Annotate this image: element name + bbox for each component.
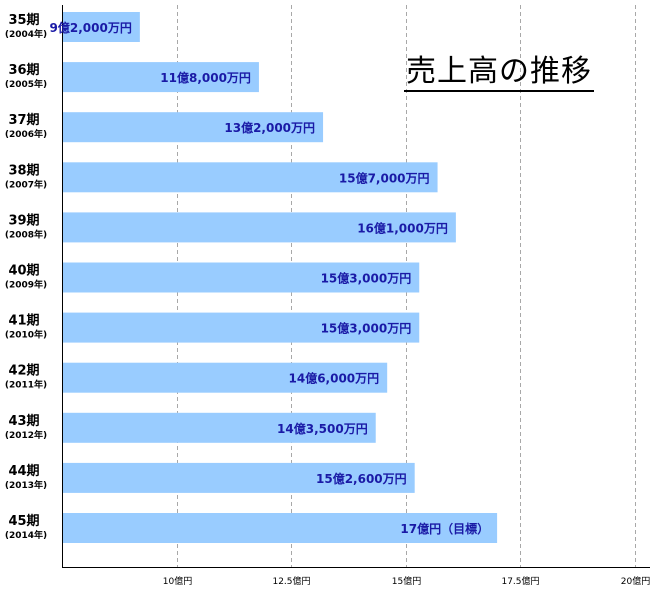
category-year-label: (2006年) — [5, 128, 47, 140]
value-label: 16億1,000万円 — [357, 220, 448, 235]
bar — [62, 262, 420, 293]
bar — [62, 312, 420, 343]
x-tick-label: 20億円 — [621, 575, 650, 587]
value-label: 11億8,000万円 — [160, 70, 251, 85]
bar — [62, 162, 438, 193]
value-label: 13億2,000万円 — [224, 120, 315, 135]
category-period-label: 45期 — [8, 514, 39, 529]
category-year-label: (2005年) — [5, 78, 47, 90]
bars — [62, 12, 498, 543]
category-year-label: (2010年) — [5, 329, 47, 341]
labels: 10億円 12.5億円 15億円 17.5億円 20億円9億2,000万円35期(200… — [5, 13, 650, 587]
category-year-label: (2004年) — [5, 28, 47, 40]
category-year-label: (2011年) — [5, 379, 47, 391]
value-label: 17億円（目標） — [400, 521, 489, 536]
value-label: 15億3,000万円 — [321, 321, 412, 336]
value-label: 14億3,500万円 — [277, 421, 368, 436]
value-label: 15億7,000万円 — [339, 170, 430, 185]
category-year-label: (2008年) — [5, 228, 47, 240]
category-period-label: 38期 — [8, 163, 39, 178]
category-period-label: 36期 — [8, 63, 39, 78]
value-label: 15億3,000万円 — [321, 271, 412, 286]
category-year-label: (2014年) — [5, 529, 47, 541]
value-label: 14億6,000万円 — [289, 371, 380, 386]
axes — [62, 5, 650, 568]
bar — [62, 62, 259, 93]
bar — [62, 513, 498, 543]
category-period-label: 39期 — [8, 213, 39, 228]
category-year-label: (2007年) — [5, 178, 47, 190]
bar — [62, 412, 376, 443]
chart-title: 売上高の推移 — [404, 54, 594, 92]
category-period-label: 40期 — [8, 264, 39, 279]
category-year-label: (2009年) — [5, 279, 47, 291]
value-label: 9億2,000万円 — [50, 20, 132, 35]
category-period-label: 43期 — [8, 414, 39, 429]
x-tick-label: 12.5億円 — [272, 575, 310, 587]
x-tick-label: 10億円 — [163, 575, 192, 587]
category-period-label: 35期 — [8, 13, 39, 28]
category-period-label: 37期 — [8, 113, 39, 128]
value-label: 15億2,600万円 — [316, 471, 407, 486]
category-year-label: (2013年) — [5, 479, 47, 491]
category-period-label: 44期 — [8, 464, 39, 479]
x-tick-label: 15億円 — [392, 575, 421, 587]
bar — [62, 112, 324, 143]
bar — [62, 212, 456, 243]
category-year-label: (2012年) — [5, 429, 47, 441]
x-tick-label: 17.5億円 — [501, 575, 539, 587]
bar — [62, 462, 415, 493]
bar — [62, 362, 388, 393]
category-period-label: 41期 — [8, 314, 39, 329]
category-period-label: 42期 — [8, 364, 39, 379]
bar — [62, 12, 140, 42]
